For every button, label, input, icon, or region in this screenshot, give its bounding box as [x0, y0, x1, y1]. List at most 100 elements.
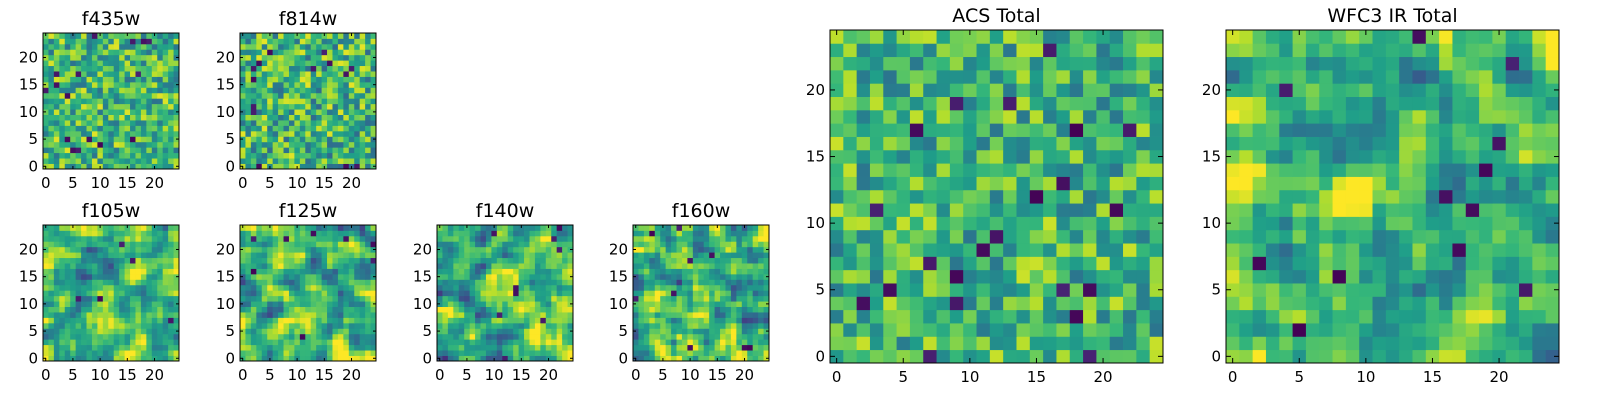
heatmap-cell	[310, 350, 317, 356]
heatmap-cell	[359, 355, 366, 362]
heatmap-cell	[856, 96, 871, 111]
heatmap-cell	[91, 350, 98, 356]
heatmap-cell	[59, 43, 66, 50]
heatmap-cell	[763, 252, 770, 259]
heatmap-cell	[168, 317, 174, 324]
heatmap-cell	[989, 216, 1004, 231]
heatmap-cell	[1149, 216, 1164, 231]
heatmap-cell	[151, 322, 158, 329]
heatmap-cell	[146, 355, 153, 362]
heatmap-cell	[534, 322, 541, 329]
heatmap-cell	[267, 290, 274, 297]
heatmap-cell	[936, 243, 951, 257]
heatmap-cell	[305, 355, 312, 362]
heatmap-cell	[1056, 96, 1071, 111]
heatmap-cell	[936, 229, 951, 244]
heatmap-cell	[692, 246, 699, 253]
heatmap-cell	[556, 235, 563, 242]
heatmap-cell	[108, 141, 115, 148]
heatmap-cell	[638, 230, 645, 237]
heatmap-cell	[830, 163, 844, 177]
heatmap-cell	[146, 49, 153, 56]
heatmap-cell	[633, 241, 639, 248]
heatmap-cell	[162, 43, 169, 50]
heatmap-cell	[567, 241, 574, 248]
heatmap-cell	[124, 76, 131, 83]
heatmap-cell	[267, 235, 274, 242]
heatmap-cell	[59, 136, 66, 143]
heatmap-cell	[119, 235, 125, 242]
heatmap-cell	[896, 349, 911, 364]
heatmap-cell	[146, 344, 153, 351]
heatmap-cell	[278, 136, 284, 143]
heatmap-cell	[245, 246, 252, 253]
heatmap-cell	[758, 257, 764, 264]
heatmap-cell	[278, 322, 284, 329]
heatmap-cell	[687, 263, 694, 269]
heatmap-cell	[365, 355, 371, 362]
heatmap-cell	[278, 130, 284, 137]
heatmap-cell	[562, 263, 568, 269]
heatmap-cell	[1123, 176, 1137, 191]
heatmap-cell	[75, 263, 82, 269]
heatmap-cell	[113, 152, 120, 159]
heatmap-cell	[53, 71, 60, 77]
heatmap-cell	[337, 279, 344, 286]
heatmap-cell	[316, 279, 322, 286]
heatmap-cell	[567, 306, 574, 313]
heatmap-cell	[660, 306, 667, 313]
heatmap-cell	[1226, 203, 1240, 217]
heatmap-cell	[140, 273, 147, 280]
heatmap-cell	[1003, 256, 1017, 271]
heatmap-cell	[119, 114, 125, 121]
heatmap-cell	[692, 344, 699, 351]
heatmap-cell	[91, 290, 98, 297]
heatmap-cell	[654, 290, 661, 297]
heatmap-cell	[896, 109, 911, 124]
heatmap-cell	[310, 284, 317, 291]
heatmap-cell	[119, 279, 125, 286]
heatmap-cell	[725, 328, 732, 335]
heatmap-cell	[1043, 96, 1057, 111]
heatmap-cell	[763, 306, 770, 313]
heatmap-cell	[480, 273, 487, 280]
heatmap-cell	[354, 306, 361, 313]
heatmap-cell	[332, 120, 339, 126]
heatmap-cell	[135, 257, 142, 264]
heatmap-cell	[1096, 149, 1111, 164]
heatmap-cell	[856, 243, 871, 257]
heatmap-cell	[1505, 296, 1520, 311]
heatmap-cell	[48, 136, 55, 143]
heatmap-cell	[75, 60, 82, 67]
heatmap-cell	[698, 344, 705, 351]
heatmap-cell	[1465, 256, 1480, 271]
heatmap-cell	[1083, 149, 1097, 164]
heatmap-cell	[502, 246, 509, 253]
heatmap-cell	[321, 130, 328, 137]
heatmap-cell	[681, 241, 688, 248]
y-tick-label: 20	[216, 48, 235, 66]
heatmap-cell	[1043, 296, 1057, 311]
heatmap-cell	[146, 279, 153, 286]
heatmap-cell	[316, 60, 322, 67]
heatmap-cell	[643, 322, 650, 329]
heatmap-cell	[168, 158, 174, 164]
heatmap-cell	[162, 130, 169, 137]
heatmap-cell	[1425, 296, 1440, 311]
heatmap-cell	[856, 136, 871, 151]
heatmap-cell	[649, 246, 656, 253]
heatmap-cell	[310, 65, 317, 72]
heatmap-cell	[64, 38, 71, 45]
heatmap-cell	[1532, 176, 1547, 191]
heatmap-cell	[102, 235, 109, 242]
heatmap-cell	[162, 125, 169, 132]
heatmap-cell	[53, 130, 60, 137]
heatmap-cell	[173, 268, 180, 275]
heatmap-cell	[283, 257, 290, 264]
heatmap-cell	[337, 350, 344, 356]
heatmap-cell	[1359, 229, 1373, 244]
heatmap-cell	[119, 225, 125, 231]
heatmap-cell	[976, 309, 991, 324]
heatmap-cell	[102, 136, 109, 143]
heatmap-cell	[365, 136, 371, 143]
